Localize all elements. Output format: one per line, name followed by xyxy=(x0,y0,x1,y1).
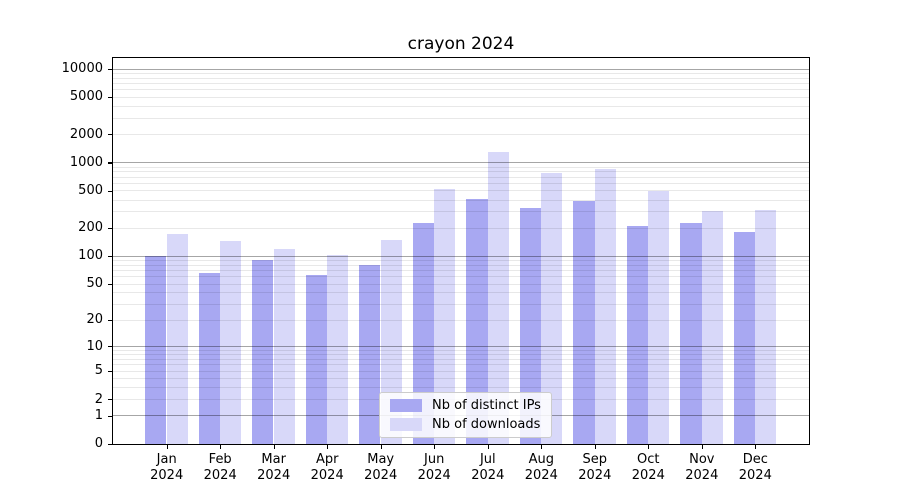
bar-distinct-ips-feb xyxy=(198,273,220,444)
legend-label-distinct-ips: Nb of distinct IPs xyxy=(432,398,541,413)
y-axis-tick-mark xyxy=(108,162,112,164)
legend-label-downloads: Nb of downloads xyxy=(432,417,541,432)
x-axis-tick-mark xyxy=(380,445,382,449)
bar-distinct-ips-nov xyxy=(680,223,702,444)
bar-distinct-ips-may xyxy=(359,265,381,444)
bar-downloads-feb xyxy=(220,240,242,444)
y-axis-tick-mark xyxy=(108,96,112,99)
legend-row-downloads: Nb of downloads xyxy=(390,417,541,432)
y-axis-tick-mark xyxy=(108,443,112,445)
bar-distinct-ips-sep xyxy=(573,200,595,444)
x-axis-tick-label: May 2024 xyxy=(364,452,398,483)
bar-downloads-aug xyxy=(541,173,563,444)
bar-downloads-jan xyxy=(166,234,188,444)
x-axis-tick-mark xyxy=(434,445,436,449)
bar-downloads-sep xyxy=(594,168,616,444)
y-axis-tick-label: 20 xyxy=(86,312,103,328)
y-axis-tick-label: 10 xyxy=(86,338,103,354)
bar-downloads-dec xyxy=(755,210,777,444)
x-axis-tick-label: Jul 2024 xyxy=(471,452,505,483)
bar-downloads-jun xyxy=(434,189,456,444)
y-axis-tick-mark xyxy=(108,134,112,136)
bar-distinct-ips-jun xyxy=(412,222,434,444)
x-axis-tick-mark xyxy=(541,445,543,449)
x-axis-tick-label: Jun 2024 xyxy=(417,452,451,483)
x-axis-tick-label: Mar 2024 xyxy=(257,452,291,483)
x-axis-tick-mark xyxy=(166,445,168,449)
x-axis-tick-label: Jan 2024 xyxy=(150,452,184,483)
y-axis-tick-mark xyxy=(108,346,112,348)
y-axis-tick-label: 100 xyxy=(78,248,103,264)
y-axis-tick-mark xyxy=(108,190,112,192)
x-axis-tick-mark xyxy=(220,445,222,449)
y-axis-tick-mark xyxy=(108,399,112,401)
y-axis-tick-label: 500 xyxy=(78,183,103,199)
y-axis-tick-mark xyxy=(108,68,112,70)
bar-distinct-ips-jul xyxy=(466,198,488,444)
x-axis-tick-mark xyxy=(594,445,596,449)
y-axis-tick-label: 5000 xyxy=(69,89,103,105)
y-axis-tick-label: 1000 xyxy=(69,154,103,170)
bar-distinct-ips-jan xyxy=(145,256,167,444)
y-axis-tick-label: 50 xyxy=(86,276,103,292)
y-axis-tick-mark xyxy=(108,415,112,417)
y-axis-tick-label: 2 xyxy=(94,391,103,407)
y-axis-tick-mark xyxy=(108,370,112,372)
legend-row-distinct-ips: Nb of distinct IPs xyxy=(390,398,541,413)
legend-swatch-distinct-ips-icon xyxy=(390,399,422,412)
legend-swatch-downloads-icon xyxy=(390,418,422,431)
x-axis-tick-mark xyxy=(701,445,703,449)
y-axis-tick-label: 0 xyxy=(94,436,103,452)
x-axis-tick-label: Apr 2024 xyxy=(310,452,344,483)
x-axis-tick-mark xyxy=(487,445,489,449)
x-axis-tick-label: Aug 2024 xyxy=(524,452,558,483)
bar-distinct-ips-mar xyxy=(252,260,274,444)
legend: Nb of distinct IPs Nb of downloads xyxy=(379,392,552,438)
y-axis-tick-mark xyxy=(108,319,112,321)
y-axis-tick-mark xyxy=(108,227,112,229)
y-axis-tick-label: 5 xyxy=(94,363,103,379)
x-axis-tick-mark xyxy=(755,445,757,449)
bar-distinct-ips-aug xyxy=(519,208,542,444)
y-axis-tick-label: 10000 xyxy=(61,61,103,77)
bar-downloads-apr xyxy=(327,254,349,444)
bar-distinct-ips-dec xyxy=(733,232,756,444)
y-axis-tick-label: 1 xyxy=(94,408,103,424)
y-axis-tick-label: 2000 xyxy=(69,126,103,142)
y-axis-tick-mark xyxy=(108,255,112,257)
x-axis-tick-label: Sep 2024 xyxy=(578,452,612,483)
bars-layer xyxy=(113,58,809,444)
x-axis-tick-mark xyxy=(327,445,329,449)
bar-downloads-mar xyxy=(273,249,295,444)
bar-distinct-ips-oct xyxy=(626,226,649,444)
bar-downloads-jul xyxy=(487,152,509,444)
chart-title: crayon 2024 xyxy=(407,34,515,54)
bar-distinct-ips-apr xyxy=(305,275,327,444)
x-axis-tick-label: Feb 2024 xyxy=(203,452,237,483)
x-axis-tick-label: Nov 2024 xyxy=(685,452,719,483)
bar-downloads-nov xyxy=(701,210,723,444)
y-axis-tick-mark xyxy=(108,283,112,285)
x-axis-tick-mark xyxy=(648,445,650,449)
y-axis-tick-label: 200 xyxy=(78,220,103,236)
plot-area xyxy=(112,57,810,445)
x-axis-tick-label: Dec 2024 xyxy=(738,452,772,483)
bar-downloads-oct xyxy=(648,190,670,444)
x-axis-tick-mark xyxy=(273,445,275,449)
x-axis-tick-label: Oct 2024 xyxy=(631,452,665,483)
